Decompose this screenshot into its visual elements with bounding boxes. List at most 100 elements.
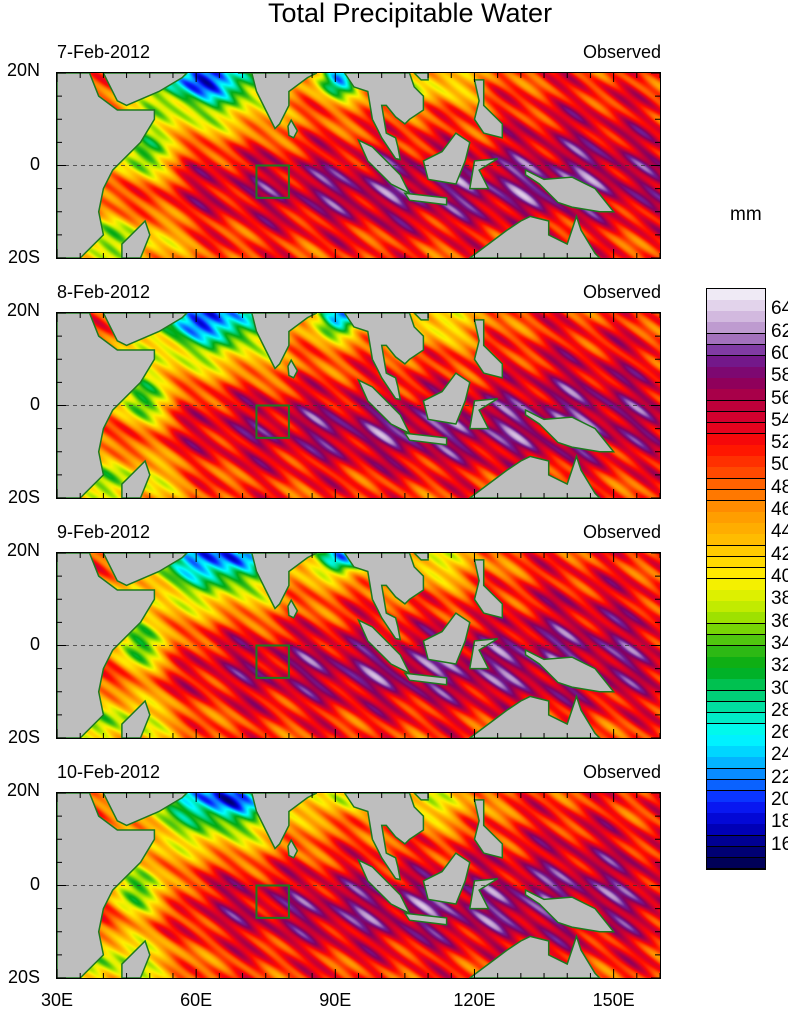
colorbar-label: 60	[771, 342, 788, 364]
land-mass	[237, 793, 318, 850]
colorbar-box	[707, 668, 765, 680]
colorbar-label: 46	[771, 499, 788, 521]
map-panel	[56, 72, 661, 259]
colorbar-box	[707, 467, 765, 480]
panel-label: Observed	[582, 762, 661, 782]
land-mass	[403, 432, 448, 446]
colorbar-box	[707, 601, 765, 613]
lat-label-20s: 20S	[7, 727, 40, 747]
colorbar-label: 48	[771, 476, 788, 498]
panel-label: Observed	[582, 282, 661, 302]
land-mass	[468, 934, 601, 978]
colorbar-box	[707, 779, 765, 792]
colorbar-label: 16	[771, 833, 788, 855]
colorbar-box	[707, 556, 765, 569]
lon-label: 60E	[180, 990, 213, 1010]
colorbar-box	[707, 355, 765, 368]
colorbar-box	[707, 456, 765, 468]
colorbar-box	[707, 835, 765, 848]
colorbar-box	[707, 612, 765, 625]
map-panel	[56, 552, 661, 739]
land-mass	[287, 118, 299, 139]
land-mass	[356, 378, 412, 435]
map-panel	[56, 792, 661, 979]
land-mass	[468, 454, 601, 498]
lat-label-20n: 20N	[6, 780, 40, 800]
land-mass	[422, 852, 471, 905]
colorbar-label: 32	[771, 655, 788, 677]
land-mass	[524, 408, 616, 453]
colorbar-box	[707, 512, 765, 524]
units-label: mm	[730, 204, 762, 225]
land-mass	[356, 138, 412, 195]
precipitable-water-field	[57, 793, 660, 978]
land-mass	[287, 838, 299, 859]
colorbar-label: 38	[771, 588, 788, 610]
map-overlay	[57, 793, 660, 978]
colorbar-box	[707, 545, 765, 558]
study-box	[255, 404, 290, 439]
lat-label-20n: 20N	[6, 540, 40, 560]
land-mass	[413, 313, 429, 321]
panel-date: 7-Feb-2012	[57, 42, 151, 62]
colorbar-box	[707, 813, 765, 825]
colorbar-label: 54	[771, 409, 788, 431]
precipitable-water-field	[57, 73, 660, 258]
colorbar-box	[707, 534, 765, 547]
lat-label-20s: 20S	[7, 247, 40, 267]
land-mass	[121, 219, 151, 258]
colorbar-box	[707, 434, 765, 446]
colorbar-box	[707, 567, 765, 580]
land-mass	[237, 313, 318, 370]
colorbar-label: 18	[771, 811, 788, 833]
colorbar-box	[707, 846, 765, 859]
colorbar-box	[707, 523, 765, 535]
land-mass	[422, 372, 471, 425]
map-overlay	[57, 313, 660, 498]
colorbar-label: 26	[771, 722, 788, 744]
colorbar-box	[707, 333, 765, 346]
land-mass	[102, 553, 188, 587]
lat-label-0: 0	[29, 153, 40, 174]
land-mass	[121, 939, 151, 978]
lon-label: 90E	[319, 990, 352, 1010]
colorbar-box	[707, 478, 765, 491]
land-mass	[356, 858, 412, 915]
colorbar-label: 56	[771, 387, 788, 409]
lat-label-20n: 20N	[6, 60, 40, 80]
lon-label: 120E	[453, 990, 496, 1010]
land-mass	[524, 888, 616, 933]
land-mass	[102, 793, 188, 827]
land-mass	[473, 799, 504, 859]
colorbar-box	[707, 701, 765, 714]
land-mass	[524, 648, 616, 693]
study-box	[255, 884, 290, 919]
colorbar-box	[707, 634, 765, 647]
land-mass	[468, 157, 499, 190]
colorbar-box	[707, 623, 765, 636]
colorbar-box	[707, 712, 765, 725]
colorbar-box	[707, 790, 765, 803]
colorbar-box	[707, 802, 765, 814]
land-mass	[524, 168, 616, 213]
panel-label: Observed	[582, 42, 661, 62]
figure-title: Total Precipitable Water	[267, 0, 553, 28]
colorbar-label: 42	[771, 543, 788, 565]
land-mass	[468, 694, 601, 738]
colorbar-label: 58	[771, 365, 788, 387]
study-box	[255, 644, 290, 679]
colorbar-box	[707, 746, 765, 758]
land-mass	[121, 699, 151, 738]
land-mass	[473, 319, 504, 379]
precipitable-water-field	[57, 553, 660, 738]
land-mass	[468, 637, 499, 670]
colorbar-label: 24	[771, 744, 788, 766]
land-mass	[343, 313, 425, 401]
land-mass	[468, 397, 499, 430]
land-mass	[237, 553, 318, 610]
lon-label: 150E	[592, 990, 635, 1010]
panel-date: 9-Feb-2012	[57, 522, 151, 542]
colorbar-box	[707, 322, 765, 335]
colorbar-box	[707, 489, 765, 502]
